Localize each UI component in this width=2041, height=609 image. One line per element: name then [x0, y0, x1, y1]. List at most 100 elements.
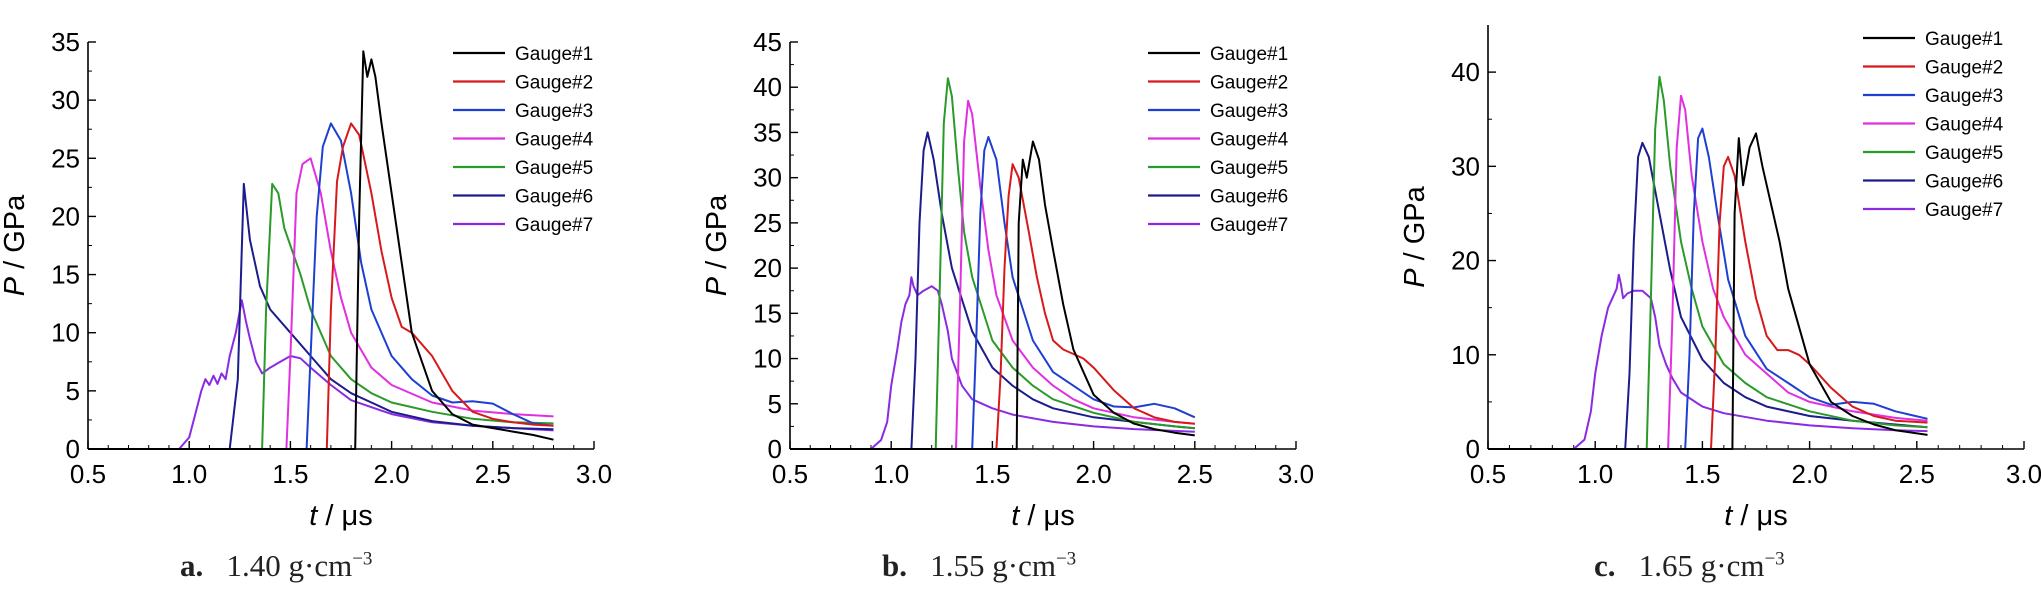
legend-label: Gauge#2	[1925, 58, 2003, 79]
series-line-gauge-1	[1488, 132, 1928, 450]
y-axis-variable: P	[0, 276, 31, 296]
legend-label: Gauge#6	[1210, 187, 1288, 208]
chart-caption-b: b. 1.55 g·cm−3	[882, 548, 1076, 584]
series-line-gauge-2	[1488, 155, 1928, 450]
y-tick-label: 25	[753, 208, 782, 238]
y-tick-label: 0	[66, 434, 80, 464]
caption-text: 1.55 g·cm	[930, 548, 1056, 583]
caption-text: 1.65 g·cm	[1638, 548, 1765, 583]
series-line-gauge-6	[88, 182, 554, 450]
legend-label: Gauge#7	[1925, 200, 2003, 221]
y-tick-label: 5	[66, 376, 80, 406]
y-axis-unit: / GPa	[701, 194, 733, 277]
legend-label: Gauge#4	[515, 130, 594, 151]
legend-label: Gauge#6	[515, 187, 593, 208]
x-tick-label: 2.0	[1792, 459, 1828, 489]
y-axis-label: P / GPa	[701, 194, 733, 296]
caption-text: 1.40 g·cm	[226, 548, 353, 583]
chart-panel-a: 0.5 1.0 1.5 2.0 2.5 3.0 0 5 10 15 20 25 30 35 t / μs P …	[0, 0, 680, 609]
y-tick-label: 10	[51, 318, 80, 348]
chart-caption-c: c. 1.65 g·cm−3	[1594, 548, 1785, 584]
x-axis-label: t / μs	[1724, 500, 1787, 532]
y-tick-label: 15	[51, 260, 80, 290]
series-line-gauge-4	[1488, 94, 1928, 450]
x-tick-label: 1.5	[272, 459, 308, 489]
y-axis-variable: P	[1399, 268, 1431, 288]
x-axis-unit: / μs	[317, 500, 372, 532]
x-tick-label: 2.5	[1899, 459, 1935, 489]
series-line-gauge-3	[88, 122, 554, 450]
series-line-gauge-6	[1488, 141, 1928, 450]
x-axis-label: t / μs	[309, 500, 372, 532]
legend-label: Gauge#3	[1925, 86, 2003, 107]
series-line-gauge-7	[88, 299, 554, 450]
legend-label: Gauge#6	[1925, 172, 2003, 193]
y-tick-label: 20	[1451, 246, 1480, 276]
x-tick-label: 1.5	[974, 459, 1010, 489]
chart-caption-a: a. 1.40 g·cm−3	[180, 548, 372, 584]
x-tick-label: 3.0	[2006, 459, 2041, 489]
y-tick-label: 35	[753, 117, 782, 147]
y-axis-unit: / GPa	[1399, 185, 1431, 268]
caption-letter: a.	[180, 548, 204, 583]
series-line-gauge-4	[88, 157, 554, 450]
x-tick-label: 0.5	[1470, 459, 1506, 489]
y-tick-label: 40	[1451, 57, 1480, 87]
series-line-gauge-7	[790, 276, 1195, 450]
y-axis-label: P / GPa	[0, 194, 31, 296]
x-tick-label: 2.0	[1076, 459, 1112, 489]
y-tick-label: 30	[1451, 151, 1480, 181]
series-line-gauge-7	[1488, 273, 1928, 450]
x-tick-label: 1.0	[1577, 459, 1613, 489]
series-line-gauge-5	[88, 182, 554, 450]
caption-exponent: −3	[1764, 548, 1785, 570]
series-line-gauge-5	[1488, 75, 1928, 450]
x-tick-label: 1.0	[171, 459, 207, 489]
y-tick-label: 0	[768, 434, 782, 464]
x-tick-label: 1.5	[1684, 459, 1720, 489]
legend-label: Gauge#5	[1210, 158, 1288, 179]
x-axis-variable: t	[309, 500, 319, 532]
legend-label: Gauge#5	[515, 158, 593, 179]
y-tick-label: 20	[51, 201, 80, 231]
y-tick-label: 40	[753, 72, 782, 102]
y-tick-label: 10	[753, 344, 782, 374]
legend-label: Gauge#3	[1210, 101, 1288, 122]
x-tick-label: 2.0	[374, 459, 410, 489]
caption-exponent: −3	[1055, 548, 1077, 570]
series-line-gauge-3	[1488, 127, 1928, 450]
y-tick-label: 35	[51, 27, 80, 57]
x-axis-unit: / μs	[1019, 500, 1074, 532]
y-tick-label: 20	[753, 253, 782, 283]
y-tick-label: 0	[1466, 434, 1480, 464]
x-tick-label: 0.5	[70, 459, 106, 489]
legend-label: Gauge#4	[1210, 130, 1289, 151]
x-tick-label: 2.5	[475, 459, 511, 489]
caption-letter: b.	[882, 548, 907, 583]
legend-label: Gauge#2	[515, 73, 593, 94]
x-tick-label: 0.5	[772, 459, 808, 489]
chart-panel-b: 0.5 1.0 1.5 2.0 2.5 3.0 0 5 10 15 20 25 30 35 40 45 t / …	[700, 0, 1380, 609]
legend-label: Gauge#7	[515, 215, 593, 236]
series-line-gauge-2	[88, 122, 554, 450]
x-tick-label: 2.5	[1177, 459, 1213, 489]
x-axis-unit: / μs	[1732, 500, 1787, 532]
y-axis-variable: P	[701, 276, 733, 296]
chart-svg-c: 0.5 1.0 1.5 2.0 2.5 3.0 0 10 20 30 40 t / μs P / GPa…	[1399, 25, 2041, 532]
x-tick-label: 1.0	[873, 459, 909, 489]
series-line-gauge-6	[790, 131, 1195, 450]
y-tick-label: 10	[1451, 340, 1480, 370]
caption-letter: c.	[1594, 548, 1616, 583]
legend-label: Gauge#4	[1925, 115, 2004, 136]
y-tick-label: 15	[753, 298, 782, 328]
x-tick-label: 3.0	[576, 459, 612, 489]
series-line-gauge-3	[790, 136, 1196, 450]
chart-svg-b: 0.5 1.0 1.5 2.0 2.5 3.0 0 5 10 15 20 25 30 35 40 45 t / …	[701, 27, 1314, 532]
y-tick-label: 30	[51, 85, 80, 115]
caption-exponent: −3	[352, 548, 373, 570]
x-axis-variable: t	[1724, 500, 1734, 532]
series-line-gauge-2	[790, 163, 1195, 450]
y-tick-label: 30	[753, 163, 782, 193]
series-line-gauge-1	[88, 50, 554, 450]
chart-panel-c: 0.5 1.0 1.5 2.0 2.5 3.0 0 10 20 30 40 t / μs P / GPa…	[1399, 0, 2041, 609]
